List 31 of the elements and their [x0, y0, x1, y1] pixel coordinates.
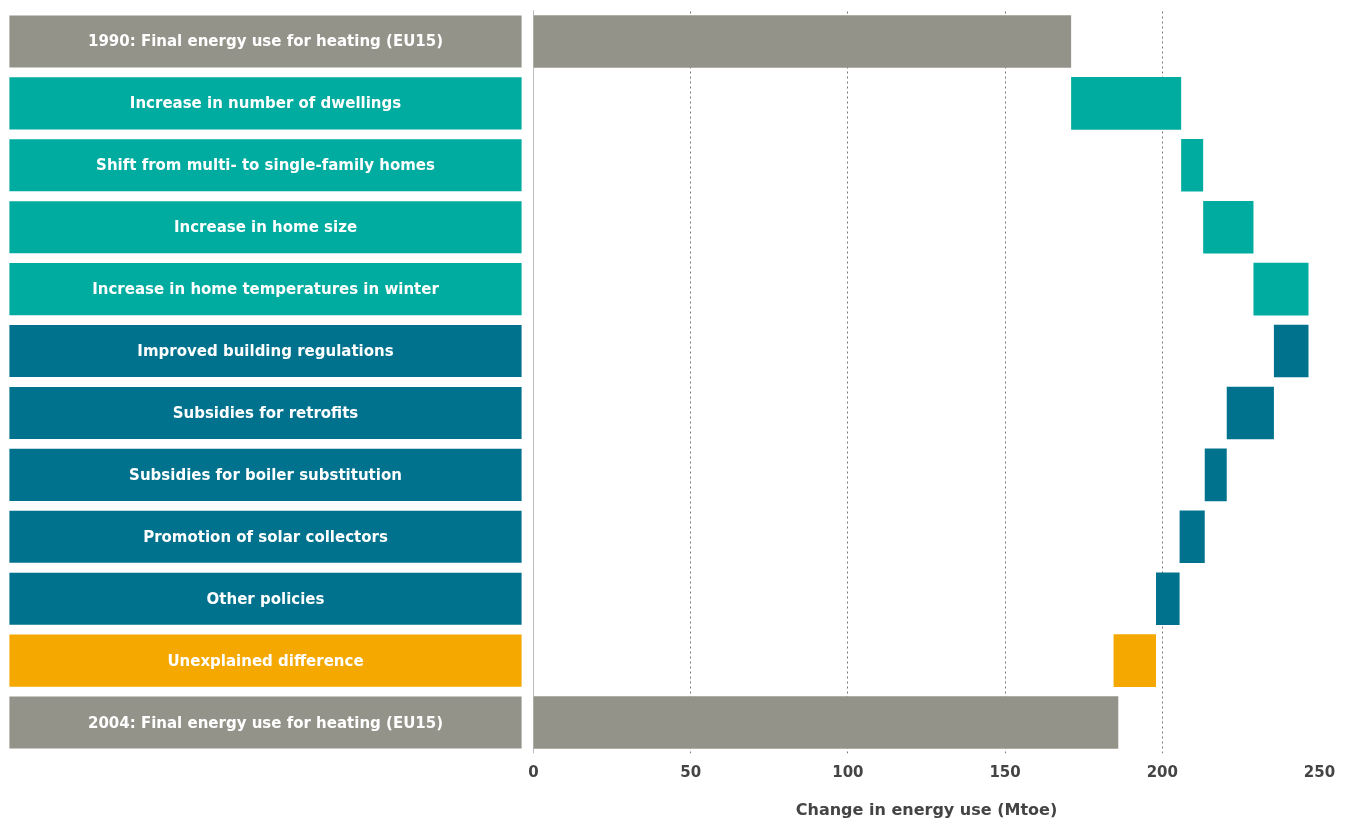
bar [1226, 386, 1274, 440]
x-tick-label: 0 [528, 762, 539, 781]
x-tick-label: 150 [989, 762, 1021, 781]
bar [1179, 510, 1205, 564]
bar [1253, 262, 1309, 316]
y-tick-label: Improved building regulations [137, 342, 394, 361]
y-tick-label: Increase in number of dwellings [129, 94, 402, 113]
y-tick-label: Increase in home temperatures in winter [92, 280, 440, 299]
y-tick-label: Increase in home size [173, 218, 358, 237]
y-tick-label: 1990: Final energy use for heating (EU15) [87, 32, 444, 51]
x-tick-label: 50 [680, 762, 702, 781]
x-axis-title: Change in energy use (Mtoe) [795, 799, 1058, 819]
y-tick-label: Unexplained difference [167, 651, 364, 670]
bar [1181, 138, 1204, 192]
bar [1113, 634, 1157, 687]
bar [1156, 572, 1180, 626]
bar [533, 696, 1119, 749]
y-tick-label: Promotion of solar collectors [143, 527, 388, 546]
x-tick-label: 200 [1146, 762, 1178, 781]
y-tick-label: 2004: Final energy use for heating (EU15) [87, 713, 444, 732]
bar [533, 15, 1072, 68]
y-tick-label: Subsidies for boiler substitution [129, 465, 402, 484]
x-tick-label: 100 [832, 762, 864, 781]
y-tick-label: Other policies [206, 589, 325, 608]
bar [1071, 77, 1182, 130]
bar [1273, 324, 1309, 378]
bar [1203, 200, 1254, 254]
bar [1204, 448, 1227, 502]
y-tick-label: Subsidies for retrofits [172, 403, 359, 422]
x-tick-label: 250 [1303, 762, 1336, 781]
y-tick-label: Shift from multi- to single-family homes [96, 156, 435, 175]
